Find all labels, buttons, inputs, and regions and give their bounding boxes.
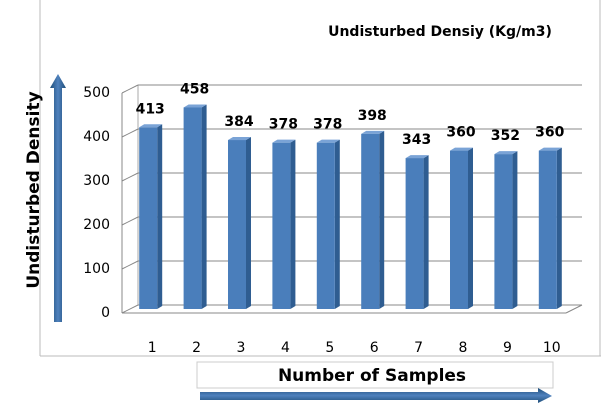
bar-top — [228, 137, 251, 141]
bar — [405, 158, 424, 309]
bar-side — [201, 104, 207, 309]
bar-top — [361, 130, 385, 134]
x-arrow — [200, 388, 552, 403]
grid-line — [121, 304, 139, 314]
bar-top — [538, 147, 562, 151]
bar-side — [556, 147, 562, 309]
bar — [183, 107, 202, 309]
bar-top — [316, 139, 340, 143]
data-label: 352 — [491, 128, 520, 144]
bar-side — [379, 130, 385, 309]
bar-side — [512, 151, 518, 309]
bar — [450, 150, 468, 309]
data-label: 343 — [402, 132, 431, 148]
y-tick-label: 0 — [101, 305, 110, 321]
x-tick-label: 10 — [543, 340, 561, 356]
y-tick-label: 500 — [83, 85, 110, 101]
bar-top — [405, 155, 429, 159]
y-tick-label: 300 — [83, 173, 110, 189]
bar-side — [468, 147, 473, 309]
data-label: 360 — [446, 125, 475, 141]
bar-top — [450, 147, 473, 151]
x-title-box — [196, 361, 554, 389]
bar — [316, 142, 335, 309]
x-axis-title: Number of Samples — [278, 366, 466, 386]
bar-top — [139, 124, 163, 128]
data-label: 384 — [224, 114, 253, 130]
grid-line — [121, 216, 139, 226]
grid-line — [121, 172, 139, 182]
bar-side — [290, 139, 296, 309]
y-arrow — [50, 74, 66, 322]
x-tick-label: 9 — [503, 340, 512, 356]
y-tick-label: 400 — [83, 129, 110, 145]
bar — [272, 142, 291, 309]
x-tick-label: 8 — [459, 340, 468, 356]
data-label: 413 — [136, 101, 165, 117]
x-tick-label: 2 — [192, 340, 201, 356]
bar-side — [423, 155, 429, 309]
chart-title: Undisturbed Densiy (Kg/m3) — [328, 24, 552, 40]
floor-line — [565, 304, 583, 314]
bar-top — [494, 151, 518, 155]
x-tick-label: 6 — [370, 340, 379, 356]
bar-side — [334, 139, 340, 309]
data-label: 378 — [269, 117, 298, 133]
bar — [228, 140, 246, 309]
y-tick-label: 100 — [83, 261, 110, 277]
y-axis-title: Undisturbed Density — [24, 91, 44, 288]
x-tick-label: 5 — [325, 340, 334, 356]
x-tick-label: 7 — [414, 340, 423, 356]
x-tick-label: 4 — [281, 340, 290, 356]
bar-top — [183, 104, 207, 108]
data-label: 398 — [358, 108, 387, 124]
bar — [139, 127, 158, 309]
x-tick-label: 1 — [148, 340, 157, 356]
grid-line — [121, 84, 139, 94]
bar-side — [246, 137, 251, 309]
data-label: 458 — [180, 81, 209, 97]
bar-top — [272, 139, 296, 143]
data-label: 360 — [535, 125, 564, 141]
bar-side — [157, 124, 163, 309]
bar — [494, 154, 513, 309]
grid-line — [121, 260, 139, 270]
grid-line — [121, 128, 139, 138]
bar — [538, 150, 557, 309]
y-tick-label: 200 — [83, 217, 110, 233]
bar — [361, 133, 380, 309]
x-tick-label: 3 — [237, 340, 246, 356]
data-label: 378 — [313, 117, 342, 133]
